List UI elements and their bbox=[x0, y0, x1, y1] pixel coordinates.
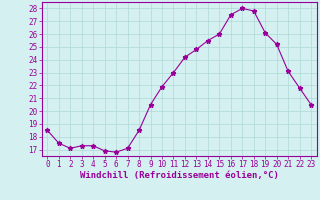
X-axis label: Windchill (Refroidissement éolien,°C): Windchill (Refroidissement éolien,°C) bbox=[80, 171, 279, 180]
